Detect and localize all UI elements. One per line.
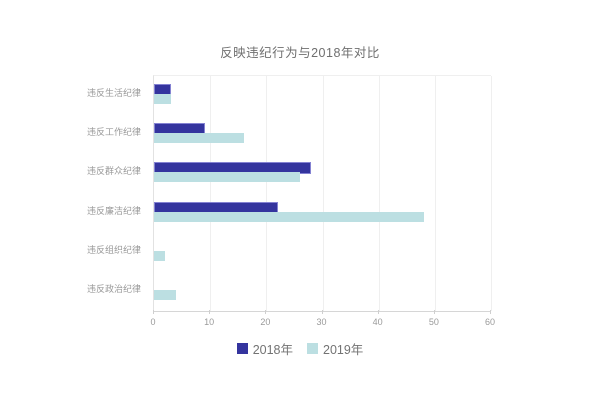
gridline	[491, 76, 492, 311]
x-tick-mark	[433, 310, 435, 314]
x-tick-label: 0	[150, 317, 156, 327]
x-tick-label: 60	[484, 317, 495, 327]
chart-title: 反映违纪行为与2018年对比	[220, 46, 380, 60]
x-tick-mark	[321, 310, 323, 314]
y-axis-labels: 违反生活纪律 违反工作纪律 违反群众纪律 违反廉洁纪律 违反组织纪律 违反政治纪律	[0, 75, 147, 310]
gridline	[378, 76, 380, 311]
x-tick-label: 10	[204, 317, 215, 327]
x-tick-mark	[153, 310, 154, 314]
legend-label-2019: 2019年	[323, 343, 364, 357]
bar-2019年	[154, 94, 171, 104]
category-label: 违反群众纪律	[86, 166, 141, 177]
category-label: 违反工作纪律	[86, 127, 141, 138]
x-tick-label: 30	[316, 317, 327, 327]
x-tick-mark	[209, 310, 211, 314]
bar-2019年	[154, 172, 301, 183]
x-tick-label: 50	[428, 317, 439, 327]
gridline	[210, 76, 212, 311]
category-label: 违反组织纪律	[86, 244, 141, 255]
legend-swatch-2019	[307, 343, 318, 354]
legend-item-2018[interactable]: 2018年	[236, 339, 293, 358]
legend-item-2019[interactable]: 2019年	[307, 339, 363, 358]
plot-area	[153, 75, 492, 312]
x-tick-label: 20	[260, 317, 271, 327]
category-label: 违反生活纪律	[86, 88, 141, 98]
legend-label-2018: 2018年	[252, 343, 293, 357]
x-tick-mark	[265, 310, 267, 314]
x-tick-mark	[377, 310, 379, 314]
gridline	[434, 76, 436, 311]
bar-2019年	[154, 289, 177, 300]
category-label: 违反廉洁纪律	[86, 205, 141, 216]
bar-2019年	[154, 211, 424, 222]
bar-2019年	[154, 250, 166, 261]
x-tick-mark	[490, 310, 491, 314]
legend: 2018年 2019年	[0, 339, 600, 358]
gridline	[266, 76, 268, 311]
legend-swatch-2018	[236, 343, 248, 354]
gridline	[322, 76, 324, 311]
category-label: 违反政治纪律	[86, 283, 141, 294]
x-tick-label: 40	[372, 317, 383, 327]
bar-2019年	[154, 133, 244, 144]
